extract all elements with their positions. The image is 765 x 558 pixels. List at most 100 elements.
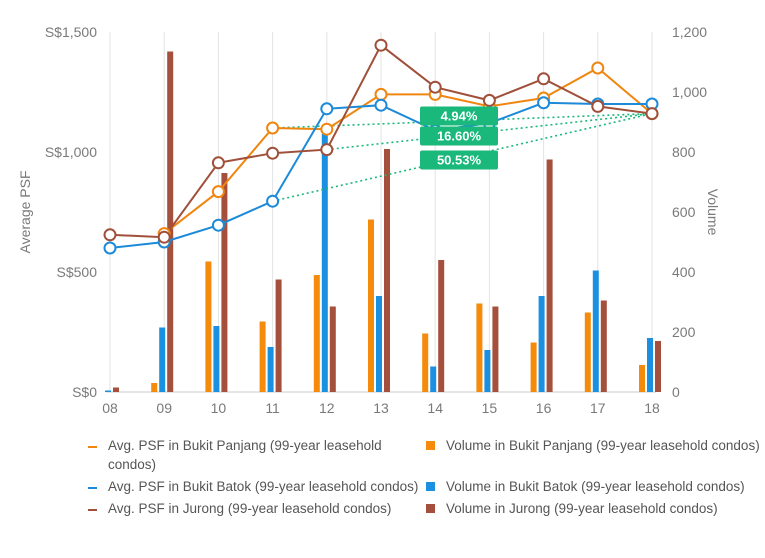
left-axis-tick-label: S$1,500 [45, 24, 97, 40]
left-axis-tick-label: S$1,000 [45, 144, 97, 160]
point-2-15 [482, 93, 496, 107]
point-1-13 [374, 98, 388, 112]
left-axis-title: Average PSF [17, 170, 33, 253]
x-tick-label: 08 [102, 400, 118, 416]
bar-0-18 [639, 365, 645, 392]
legend-label: Avg. PSF in Bukit Panjang (99-year lease… [108, 438, 382, 472]
right-axis-tick-label: 1,200 [672, 24, 707, 40]
trend-label-badge [420, 126, 498, 146]
legend: Avg. PSF in Bukit Panjang (99-year lease… [88, 436, 760, 518]
right-axis-tick-label: 200 [672, 324, 696, 340]
right-axis-title: Volume [705, 189, 721, 236]
legend-item-line-bukit-batok[interactable]: Avg. PSF in Bukit Batok (99-year leaseho… [88, 477, 426, 496]
legend-swatch-box [426, 482, 435, 491]
bar-1-08 [105, 390, 111, 392]
bar-2-12 [329, 306, 336, 392]
x-tick-label: 09 [156, 400, 172, 416]
point-0-11 [266, 121, 280, 135]
bar-0-17 [584, 312, 591, 392]
trend-line-0 [272, 112, 653, 129]
point-0-10 [211, 185, 225, 199]
legend-label: Volume in Jurong (99-year leasehold cond… [446, 501, 718, 516]
bar-2-15 [492, 306, 499, 392]
legend-item-line-jurong[interactable]: Avg. PSF in Jurong (99-year leasehold co… [88, 499, 426, 518]
bar-1-10 [213, 326, 220, 392]
point-2-18 [645, 107, 659, 121]
legend-label: Avg. PSF in Bukit Batok (99-year leaseho… [108, 479, 419, 494]
bar-1-15 [484, 350, 491, 392]
legend-label: Volume in Bukit Batok (99-year leasehold… [446, 479, 745, 494]
bar-1-17 [592, 270, 599, 392]
bar-0-09 [151, 383, 158, 392]
trend-label-text: 50.53% [437, 153, 482, 168]
legend-swatch-box [426, 504, 435, 513]
left-axis-tick-label: S$0 [72, 384, 97, 400]
legend-item-line-bukit-panjang[interactable]: Avg. PSF in Bukit Panjang (99-year lease… [88, 436, 426, 474]
point-2-13 [374, 38, 388, 52]
right-axis-tick-label: 0 [672, 384, 680, 400]
bar-1-09 [159, 327, 166, 392]
bar-1-16 [538, 296, 545, 392]
bar-0-12 [313, 275, 320, 392]
bar-2-09 [167, 51, 174, 392]
x-tick-label: 13 [373, 400, 389, 416]
bar-0-15 [476, 303, 483, 392]
point-2-11 [266, 146, 280, 160]
bar-1-18 [647, 338, 653, 392]
chart-svg: 08 09 10 11 12 13 14 15 16 17 18 S$0 S$500 S$1,000 S$1… [17, 24, 721, 416]
point-2-16 [537, 72, 551, 86]
point-2-14 [428, 80, 442, 94]
bar-2-18 [655, 341, 661, 392]
bar-2-11 [275, 279, 282, 392]
bar-0-10 [205, 261, 212, 392]
legend-label: Avg. PSF in Jurong (99-year leasehold co… [108, 501, 392, 516]
point-2-09 [157, 230, 171, 244]
legend-swatch-line [88, 487, 97, 489]
bar-1-14 [430, 366, 437, 392]
bar-0-13 [368, 219, 374, 392]
right-axis-tick-label: 600 [672, 204, 696, 220]
legend-swatch-line [88, 446, 97, 448]
point-0-12 [320, 122, 334, 136]
x-tick-label: 11 [265, 400, 280, 416]
bar-0-16 [530, 342, 537, 392]
legend-item-bar-bukit-panjang[interactable]: Volume in Bukit Panjang (99-year leaseho… [426, 436, 760, 474]
legend-swatch-box [426, 441, 435, 450]
legend-swatch-line [88, 509, 97, 511]
right-axis-tick-label: 1,000 [672, 84, 707, 100]
point-2-12 [320, 143, 334, 157]
point-2-10 [211, 156, 225, 170]
x-tick-label: 10 [211, 400, 227, 416]
point-1-12 [320, 102, 334, 116]
x-tick-label: 18 [644, 400, 660, 416]
line-series-0 [163, 66, 653, 235]
point-1-08 [103, 241, 117, 255]
bar-2-14 [438, 260, 445, 392]
trend-label-text: 4.94% [441, 109, 478, 124]
bar-1-11 [267, 347, 274, 392]
point-2-08 [103, 228, 117, 242]
x-tick-label: 16 [536, 400, 552, 416]
point-1-11 [266, 194, 280, 208]
bar-2-08 [113, 387, 119, 392]
point-0-17 [591, 61, 605, 75]
bar-2-13 [384, 149, 390, 392]
legend-item-bar-jurong[interactable]: Volume in Jurong (99-year leasehold cond… [426, 499, 760, 518]
bar-1-13 [376, 296, 382, 392]
legend-label: Volume in Bukit Panjang (99-year leaseho… [446, 438, 760, 453]
point-2-17 [591, 99, 605, 113]
x-tick-label: 17 [590, 400, 606, 416]
point-1-10 [211, 218, 225, 232]
bar-2-17 [600, 300, 607, 392]
x-tick-label: 12 [319, 400, 335, 416]
bar-0-11 [259, 321, 266, 392]
right-axis-tick-label: 400 [672, 264, 696, 280]
point-0-13 [374, 87, 388, 101]
bar-0-14 [422, 333, 429, 392]
legend-item-bar-bukit-batok[interactable]: Volume in Bukit Batok (99-year leasehold… [426, 477, 760, 496]
trend-label-text: 16.60% [437, 129, 482, 144]
trend-label-badge [420, 150, 498, 170]
bar-2-10 [221, 173, 228, 392]
bar-1-12 [321, 134, 328, 392]
left-axis-tick-label: S$500 [57, 264, 98, 280]
